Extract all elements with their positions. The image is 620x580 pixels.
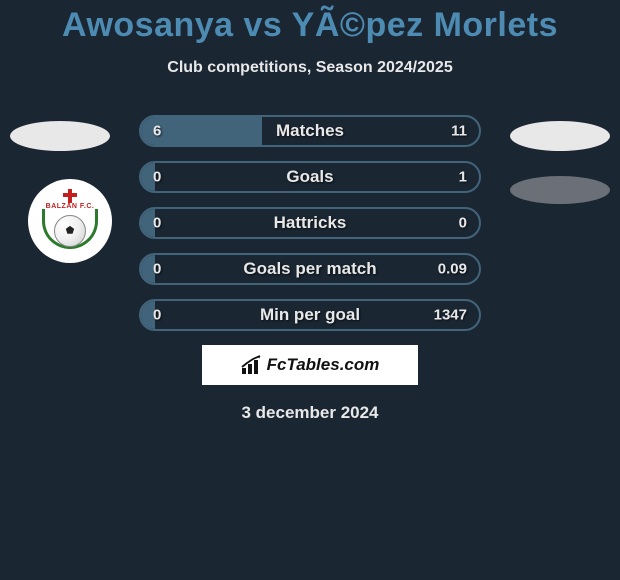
stat-label: Goals — [286, 167, 333, 187]
flag-right-secondary — [510, 176, 610, 204]
club-logo-ball-icon — [54, 215, 86, 247]
stat-label: Min per goal — [260, 305, 360, 325]
stat-value-right: 0 — [459, 215, 467, 232]
stat-value-right: 1 — [459, 169, 467, 186]
footer-date: 3 december 2024 — [0, 403, 620, 423]
stat-label: Hattricks — [274, 213, 347, 233]
stat-row: 6 Matches 11 — [139, 115, 481, 147]
stat-row: 0 Hattricks 0 — [139, 207, 481, 239]
stat-row: 0 Goals 1 — [139, 161, 481, 193]
stat-value-left: 0 — [153, 215, 161, 232]
footer-brand-text: FcTables.com — [267, 355, 380, 375]
stat-value-right: 0.09 — [438, 261, 467, 278]
stat-label: Goals per match — [243, 259, 376, 279]
club-logo-cross-icon — [63, 189, 77, 203]
stat-value-right: 1347 — [434, 307, 467, 324]
flag-left-player1 — [10, 121, 110, 151]
stat-value-left: 0 — [153, 169, 161, 186]
footer-brand[interactable]: FcTables.com — [202, 345, 418, 385]
subtitle: Club competitions, Season 2024/2025 — [0, 59, 620, 77]
brand-chart-icon — [241, 355, 263, 375]
stat-value-right: 11 — [451, 123, 467, 140]
stat-label: Matches — [276, 121, 344, 141]
stat-value-left: 0 — [153, 261, 161, 278]
stat-row: 0 Goals per match 0.09 — [139, 253, 481, 285]
stat-row: 0 Min per goal 1347 — [139, 299, 481, 331]
page-title: Awosanya vs YÃ©pez Morlets — [0, 0, 620, 45]
stat-value-left: 6 — [153, 123, 161, 140]
stat-value-left: 0 — [153, 307, 161, 324]
club-logo: BALZAN F.C. — [28, 179, 112, 263]
flag-right-player2 — [510, 121, 610, 151]
